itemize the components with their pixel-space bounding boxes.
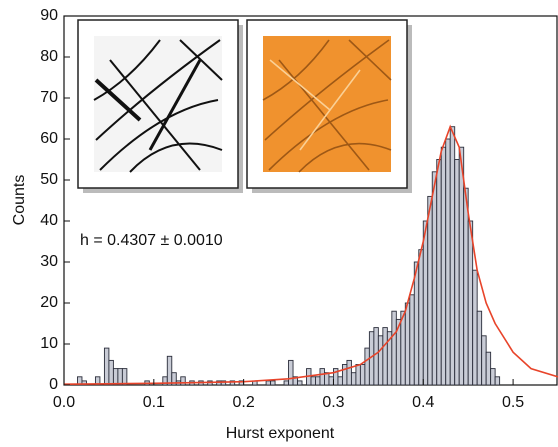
- x-tick-label: 0.5: [502, 394, 524, 411]
- bar: [477, 311, 481, 385]
- bar: [405, 303, 409, 385]
- x-tick-label: 0.2: [233, 394, 255, 411]
- y-tick-label: 80: [40, 48, 58, 65]
- bar: [311, 377, 315, 385]
- bar: [181, 377, 185, 385]
- inset-images: [78, 20, 412, 193]
- bar: [450, 127, 454, 385]
- y-tick-label: 50: [40, 171, 58, 188]
- bar: [437, 160, 441, 386]
- bar: [351, 373, 355, 385]
- x-axis-label: Hurst exponent: [226, 425, 335, 442]
- bar: [289, 360, 293, 385]
- y-tick-label: 10: [40, 335, 58, 352]
- bar: [432, 172, 436, 385]
- bar: [109, 360, 113, 385]
- y-axis-label: Counts: [11, 175, 28, 226]
- bar: [455, 160, 459, 386]
- bar: [459, 147, 463, 385]
- bar: [347, 360, 351, 385]
- bar: [410, 295, 414, 385]
- bar: [315, 377, 319, 385]
- bar: [320, 369, 324, 385]
- chart: Hurst exponent Counts h = 0.4307 ± 0.001…: [0, 0, 558, 447]
- bar: [401, 311, 405, 385]
- bar: [356, 365, 360, 386]
- y-tick-label: 0: [49, 376, 58, 393]
- x-tick-label: 0.0: [53, 394, 75, 411]
- bar: [342, 365, 346, 386]
- page: Hurst exponent Counts h = 0.4307 ± 0.001…: [0, 0, 558, 447]
- bar: [266, 381, 270, 385]
- bar: [473, 270, 477, 385]
- bar: [482, 336, 486, 385]
- bar: [360, 365, 364, 386]
- y-tick-label: 30: [40, 253, 58, 270]
- bar: [446, 139, 450, 385]
- y-tick-label: 20: [40, 294, 58, 311]
- bar: [365, 348, 369, 385]
- bar: [495, 377, 499, 385]
- bar: [338, 377, 342, 385]
- bar: [104, 348, 108, 385]
- bar: [392, 311, 396, 385]
- bar: [491, 369, 495, 385]
- y-tick-label: 90: [40, 7, 58, 24]
- y-tick-label: 60: [40, 130, 58, 147]
- annotation: h = 0.4307 ± 0.0010: [80, 232, 223, 249]
- x-tick-label: 0.3: [322, 394, 344, 411]
- bar: [383, 328, 387, 385]
- bar: [464, 188, 468, 385]
- bar: [419, 250, 423, 385]
- bar: [428, 196, 432, 385]
- bar: [167, 356, 171, 385]
- bar: [374, 328, 378, 385]
- bar: [468, 221, 472, 385]
- x-tick-label: 0.4: [412, 394, 434, 411]
- bar: [298, 381, 302, 385]
- y-tick-label: 40: [40, 212, 58, 229]
- bar: [414, 262, 418, 385]
- bar: [441, 147, 445, 385]
- bar: [423, 221, 427, 385]
- bar: [284, 381, 288, 385]
- x-tick-label: 0.1: [143, 394, 165, 411]
- bar: [378, 336, 382, 385]
- bar: [122, 369, 126, 385]
- y-tick-label: 70: [40, 89, 58, 106]
- bar: [113, 369, 117, 385]
- bar: [118, 369, 122, 385]
- bar: [486, 352, 490, 385]
- bar: [329, 377, 333, 385]
- bar: [271, 381, 275, 385]
